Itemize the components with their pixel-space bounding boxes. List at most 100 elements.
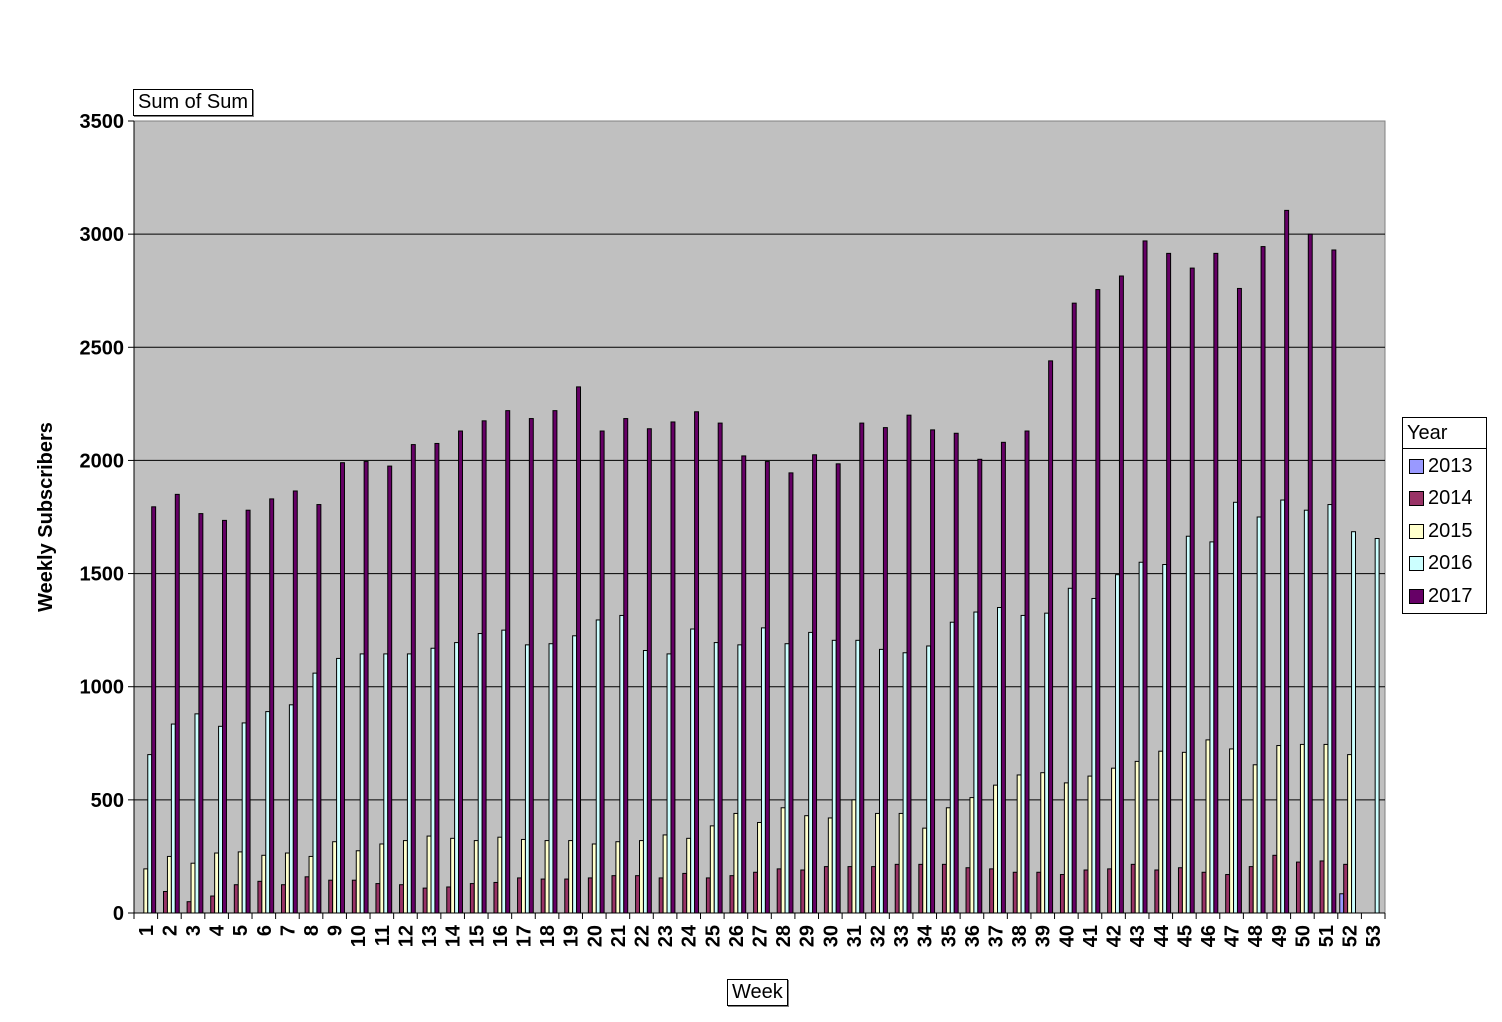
bar-2014-week-46: [1201, 871, 1207, 914]
bar-2017-week-50: [1307, 233, 1313, 914]
x-tick-label: 18: [537, 925, 559, 947]
bar-2015-week-46: [1205, 739, 1211, 914]
bar-2017-week-10: [363, 461, 369, 914]
field-button-label: Sum of Sum: [138, 91, 249, 113]
bar-2014-week-50: [1295, 861, 1301, 914]
bar-2015-week-48: [1252, 764, 1258, 914]
bar-2015-week-2: [166, 855, 172, 914]
bar-2017-week-7: [292, 490, 298, 914]
bar-2015-week-35: [945, 807, 951, 914]
bar-2014-week-37: [989, 868, 995, 914]
bar-2014-week-12: [399, 884, 404, 914]
bar-2017-week-39: [1048, 360, 1054, 914]
bar-2015-week-28: [780, 807, 786, 914]
bar-2015-week-33: [898, 812, 904, 914]
x-tick-label: 8: [301, 925, 323, 936]
y-tick-label: 2500: [80, 337, 125, 359]
bar-2015-week-12: [402, 840, 408, 914]
x-tick-label: 3: [183, 925, 205, 936]
bar-2016-week-5: [241, 722, 247, 914]
x-tick-label: 14: [443, 924, 465, 947]
x-tick-label: 32: [868, 925, 890, 947]
bar-2014-week-19: [564, 878, 570, 914]
bar-2015-week-42: [1111, 767, 1117, 914]
legend-label: 2014: [1428, 487, 1473, 509]
bar-2016-week-33: [902, 652, 908, 914]
bar-2015-week-18: [544, 840, 550, 914]
bar-2015-week-52: [1347, 754, 1353, 914]
x-tick-label: 31: [844, 925, 866, 947]
bar-2014-week-44: [1154, 869, 1160, 914]
bar-2017-week-9: [340, 462, 345, 914]
bar-2014-week-25: [705, 877, 711, 914]
bar-2017-week-2: [174, 493, 180, 914]
bar-2016-week-41: [1091, 597, 1097, 914]
bar-2016-week-38: [1020, 614, 1026, 914]
bar-2016-week-50: [1303, 509, 1309, 914]
legend-item-2016: 2016: [1409, 552, 1473, 576]
bar-2017-week-32: [882, 427, 888, 914]
bar-2017-week-45: [1189, 267, 1195, 914]
bar-2016-week-8: [312, 672, 318, 914]
field-button-sum[interactable]: Sum of Sum: [133, 89, 254, 116]
bar-2015-week-27: [757, 821, 762, 914]
y-tick-label: 2000: [80, 450, 125, 472]
bar-2015-week-34: [922, 827, 928, 914]
bar-2017-week-46: [1213, 252, 1219, 914]
bar-2015-week-16: [497, 836, 503, 914]
bar-2016-week-4: [218, 725, 224, 914]
bar-2015-week-9: [332, 841, 338, 914]
bar-2015-week-31: [851, 799, 857, 914]
x-axis-field-button[interactable]: Week: [727, 979, 788, 1006]
bar-2015-week-17: [520, 838, 526, 914]
x-tick-label: 23: [655, 925, 677, 947]
bar-2017-week-49: [1284, 209, 1290, 914]
bar-2017-week-38: [1024, 430, 1030, 914]
legend-label: 2016: [1428, 552, 1473, 574]
x-tick-label: 19: [561, 925, 583, 947]
bar-2016-week-23: [666, 653, 672, 914]
bar-2017-week-21: [623, 418, 629, 914]
bar-2015-week-24: [686, 837, 692, 914]
bar-2014-week-13: [422, 887, 428, 914]
bar-2014-week-2: [163, 891, 168, 914]
bar-2017-week-40: [1071, 302, 1077, 914]
bar-2016-week-37: [997, 607, 1002, 914]
bar-2017-week-3: [198, 513, 204, 914]
x-tick-label: 47: [1222, 925, 1244, 947]
y-tick-label: 0: [113, 903, 124, 925]
bar-2015-week-10: [355, 850, 361, 914]
x-tick-label: 36: [962, 925, 984, 947]
bar-2014-week-16: [493, 881, 499, 914]
bar-2016-week-18: [548, 643, 554, 914]
bar-2015-week-25: [709, 825, 715, 914]
bar-2016-week-6: [265, 711, 271, 914]
bar-2014-week-48: [1248, 866, 1254, 914]
bar-2015-week-15: [473, 840, 479, 914]
bar-2014-week-24: [682, 872, 688, 914]
bar-2016-week-21: [619, 614, 625, 914]
legend-item-2014: 2014: [1409, 487, 1473, 511]
bar-2016-week-26: [737, 644, 743, 914]
bar-2014-week-32: [871, 866, 877, 914]
x-tick-label: 5: [230, 925, 252, 936]
legend-title[interactable]: Year: [1403, 418, 1486, 449]
legend-swatch: [1409, 458, 1424, 474]
x-tick-label: 25: [702, 925, 724, 947]
bar-2017-week-20: [599, 430, 605, 914]
bar-2015-week-6: [261, 854, 267, 914]
bar-2014-week-42: [1107, 868, 1113, 914]
bar-2016-week-42: [1115, 574, 1120, 914]
bar-2017-week-5: [245, 509, 251, 914]
x-tick-label: 40: [1056, 925, 1078, 947]
bar-2014-week-28: [776, 868, 782, 914]
bar-2017-week-34: [930, 429, 936, 914]
bar-2016-week-44: [1162, 564, 1168, 914]
legend: Year 2013 2014 2015 2016 2017: [1402, 417, 1487, 614]
bar-2015-week-13: [426, 835, 432, 914]
x-axis: 1 2 3 4 5 6 7 8 9 10 11 12 13 14 15 16 17 18 19 20 21 22 23 24 2…: [133, 912, 1386, 947]
bar-2015-week-8: [308, 855, 314, 914]
bar-2015-week-23: [662, 834, 668, 914]
bar-2014-week-15: [469, 883, 475, 914]
